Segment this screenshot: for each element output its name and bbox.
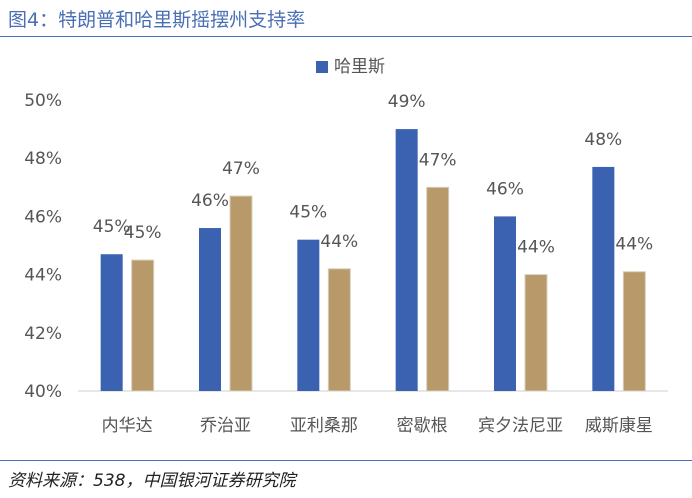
category-label: 乔治亚 [200, 416, 251, 436]
data-label: 49% [388, 92, 426, 112]
bar-series2 [426, 186, 450, 392]
bar-series2 [622, 271, 646, 392]
figure-title: 图4：特朗普和哈里斯摇摆州支持率 [8, 9, 306, 31]
bar-series1 [395, 129, 418, 391]
category-label: 密歇根 [397, 416, 448, 436]
source-rule [0, 460, 692, 461]
bar-series1 [100, 254, 123, 391]
bar-series2 [327, 268, 351, 392]
bar-series1 [494, 216, 516, 391]
bar-series1 [297, 239, 320, 391]
y-tick-label: 42% [24, 324, 62, 344]
bar-series2 [524, 274, 548, 392]
data-label: 45% [93, 217, 131, 237]
category-label: 宾夕法尼亚 [478, 416, 563, 436]
category-label: 内华达 [102, 416, 153, 436]
bar-series1 [199, 228, 221, 391]
category-label: 亚利桑那 [290, 416, 358, 436]
category-label: 威斯康星 [585, 416, 653, 436]
data-label: 46% [486, 179, 524, 199]
data-label: 47% [222, 159, 260, 179]
data-label: 48% [584, 130, 622, 150]
data-label: 47% [419, 150, 457, 170]
bar-series2 [131, 259, 155, 392]
y-tick-label: 48% [24, 149, 62, 169]
data-label: 44% [615, 235, 653, 255]
bar-chart: 40%42%44%46%48%50%45%45%内华达46%47%乔治亚45%4… [24, 57, 668, 436]
data-label: 45% [124, 223, 162, 243]
data-label: 46% [191, 191, 229, 211]
data-label: 44% [517, 238, 555, 258]
y-tick-label: 44% [24, 266, 62, 286]
y-tick-label: 50% [24, 91, 62, 111]
legend-swatch [316, 61, 328, 73]
data-label: 44% [320, 232, 358, 252]
y-tick-label: 40% [24, 382, 62, 402]
bar-series1 [592, 166, 615, 391]
legend-label: 哈里斯 [334, 57, 385, 77]
title-rule [0, 36, 692, 37]
data-label: 45% [289, 203, 327, 223]
y-tick-label: 46% [24, 207, 62, 227]
bar-series2 [229, 195, 253, 392]
source-note: 资料来源：538，中国银河证券研究院 [8, 471, 296, 491]
